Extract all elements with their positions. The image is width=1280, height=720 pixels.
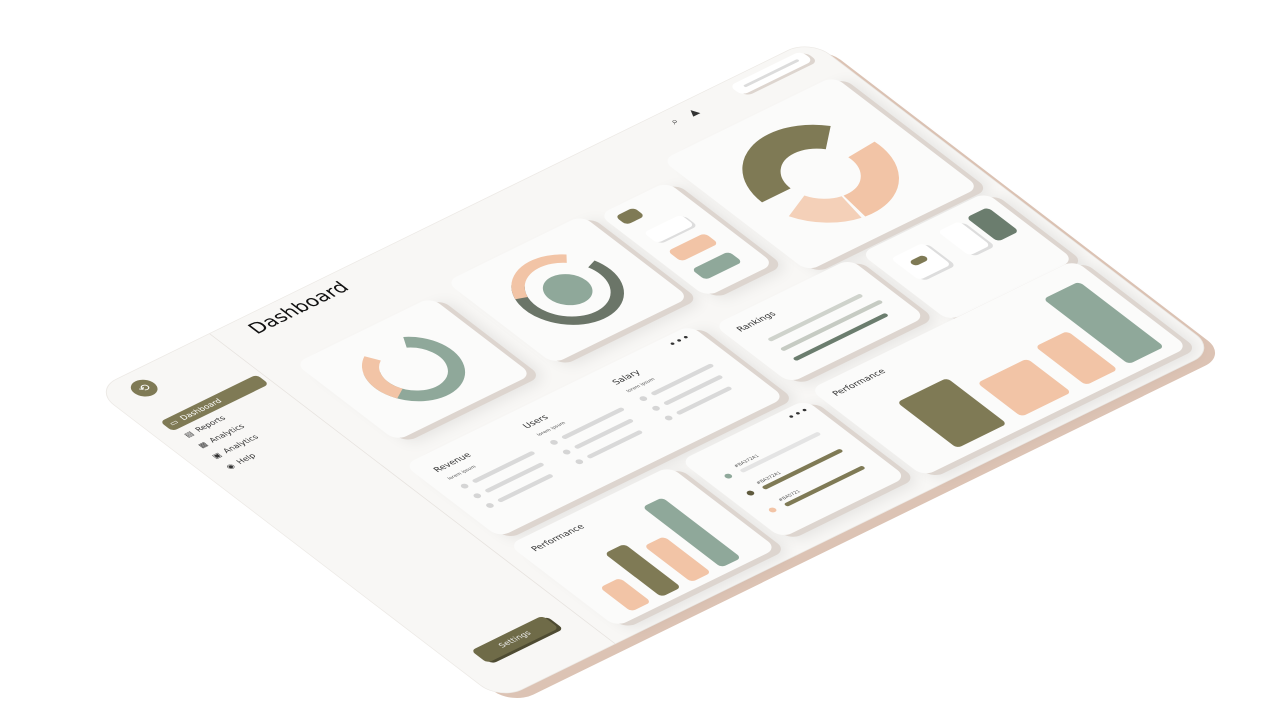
bell-icon[interactable]: ▲	[685, 107, 702, 118]
rankings-label: Rankings	[734, 309, 779, 334]
page-title: Dashboard	[243, 278, 354, 338]
list-line	[471, 450, 536, 484]
pie-chart	[742, 124, 899, 223]
search-input[interactable]	[729, 50, 814, 96]
search-icon[interactable]: ⌕	[667, 116, 683, 127]
settings-button[interactable]: Settings	[470, 615, 559, 664]
bar-chart-label: Performance	[528, 522, 587, 554]
ring-center	[542, 274, 593, 306]
list-line	[586, 429, 644, 459]
donut-card	[294, 297, 533, 441]
more-icon[interactable]: •••	[665, 332, 696, 350]
list-line	[496, 473, 555, 503]
legend-swatch	[767, 506, 779, 514]
ring-chart	[511, 254, 625, 325]
widget-block[interactable]	[643, 214, 695, 244]
performance-label: Performance	[829, 367, 888, 398]
list-line	[662, 374, 724, 406]
list-line	[573, 418, 635, 450]
list-bullet	[471, 492, 483, 500]
analytics-icon: ▣	[210, 451, 224, 461]
list-bullet	[650, 404, 662, 412]
list-line	[650, 363, 715, 396]
widget-block[interactable]	[691, 251, 743, 281]
list-bullet	[637, 395, 649, 402]
help-icon: ◉	[224, 462, 238, 471]
list-bullet	[561, 448, 573, 456]
bar	[977, 358, 1072, 417]
list-bullet	[484, 502, 496, 509]
donut-segment-sage	[361, 336, 466, 402]
ring-segment-dark	[511, 254, 625, 325]
app-icon	[615, 207, 646, 226]
list-bullet	[459, 482, 471, 490]
donut-chart	[361, 336, 466, 402]
pie-segment-olive	[742, 124, 899, 223]
more-icon[interactable]: •••	[784, 404, 815, 423]
calendar-icon: ▤	[182, 430, 196, 439]
legend-swatch	[722, 472, 734, 480]
pie-card	[662, 76, 980, 272]
widget-block[interactable]	[667, 232, 719, 262]
list-line	[483, 462, 545, 494]
ring-segment-peach	[511, 254, 625, 325]
logo-icon[interactable]: ⟲	[125, 376, 164, 400]
board-surface: ⟲ ▭ Dashboard ▤ Reports ▦ Analytics ▣ Analyt…	[95, 40, 1216, 700]
list-bullet	[548, 439, 560, 446]
list-line	[675, 386, 733, 416]
chart-icon: ▦	[196, 440, 210, 450]
list-line	[560, 406, 626, 440]
dashboard-icon: ▭	[167, 418, 181, 428]
list-bullet	[573, 458, 585, 466]
list-bullet	[663, 414, 675, 422]
legend-swatch	[745, 489, 756, 497]
ring-card	[445, 215, 690, 364]
